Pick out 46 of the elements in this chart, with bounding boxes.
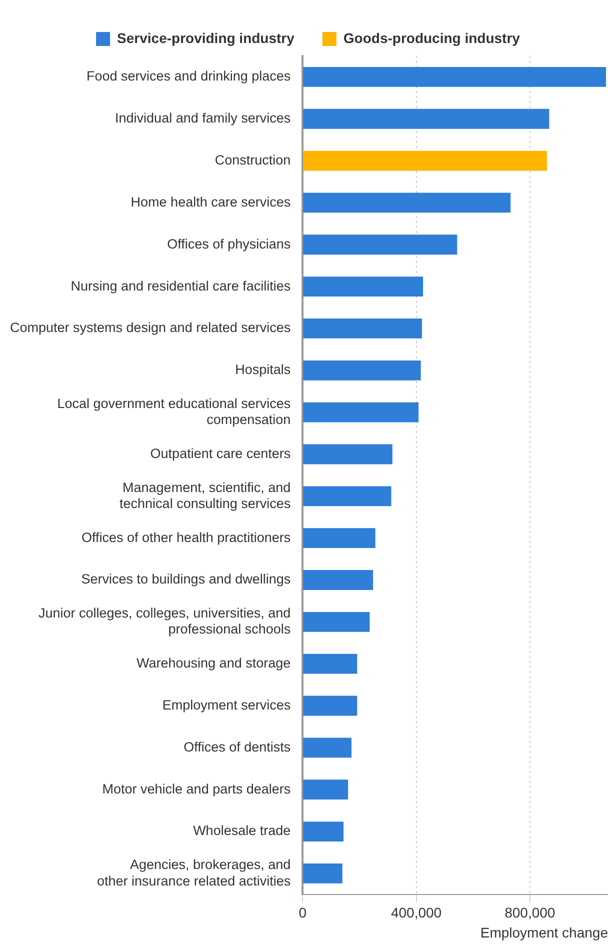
bar bbox=[303, 276, 424, 297]
y-tick-label: Wholesale trade bbox=[193, 823, 291, 838]
bar bbox=[303, 570, 374, 590]
y-tick-label: Agencies, brokerages, and other insurance related activities bbox=[97, 857, 291, 888]
x-tick-label: 0 bbox=[298, 904, 307, 921]
legend-label: Service-providing industry bbox=[117, 30, 295, 46]
y-tick-label: Warehousing and storage bbox=[136, 656, 291, 671]
bar bbox=[303, 822, 344, 842]
bar bbox=[303, 528, 376, 548]
bar bbox=[303, 780, 348, 800]
y-tick-label: Home health care services bbox=[130, 194, 291, 210]
legend-label: Goods-producing industry bbox=[343, 30, 520, 46]
bar bbox=[303, 863, 342, 884]
x-tick-label: 800,000 bbox=[504, 904, 556, 921]
bar bbox=[303, 108, 550, 129]
x-axis-title: Employment change bbox=[480, 924, 608, 940]
bar bbox=[303, 654, 358, 674]
bar bbox=[303, 696, 358, 716]
y-tick-label: Employment services bbox=[162, 697, 291, 712]
bar bbox=[303, 67, 606, 87]
y-tick-label: Services to buildings and dwellings bbox=[81, 572, 291, 587]
y-tick-label: Outpatient care centers bbox=[150, 446, 291, 461]
y-tick-label: Food services and drinking places bbox=[86, 68, 291, 84]
bar bbox=[303, 738, 352, 758]
y-tick-label: Construction bbox=[214, 152, 291, 168]
bar bbox=[303, 150, 547, 171]
y-tick-label: Offices of other health practitioners bbox=[82, 530, 291, 545]
y-tick-label: Junior colleges, colleges, universities, and professional schools bbox=[38, 606, 291, 637]
y-tick-label: Motor vehicle and parts dealers bbox=[102, 781, 291, 796]
y-tick-label: Offices of physicians bbox=[167, 236, 291, 252]
y-tick-label: Individual and family services bbox=[115, 110, 291, 126]
bar bbox=[303, 360, 421, 380]
bar bbox=[303, 234, 458, 255]
y-tick-label: Local government educational services compensation bbox=[57, 396, 291, 428]
x-tick-label: 400,000 bbox=[390, 904, 442, 921]
bar bbox=[303, 612, 370, 632]
bar bbox=[303, 318, 422, 338]
bar bbox=[303, 402, 419, 422]
bar bbox=[303, 192, 511, 213]
y-tick-label: Management, scientific, and technical consulting services bbox=[120, 480, 291, 511]
y-tick-label: Computer systems design and related services bbox=[10, 320, 291, 336]
bar bbox=[303, 486, 392, 506]
y-tick-label: Hospitals bbox=[235, 362, 291, 378]
bar bbox=[303, 444, 392, 464]
y-tick-label: Offices of dentists bbox=[184, 739, 291, 754]
y-tick-label: Nursing and residential care facilities bbox=[70, 278, 291, 294]
